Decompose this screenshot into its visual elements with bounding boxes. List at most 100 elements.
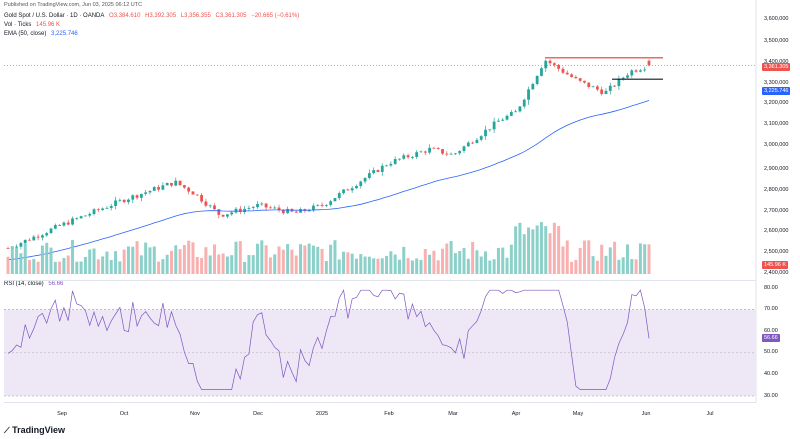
volume-bar (458, 250, 462, 274)
candle-body (53, 225, 57, 229)
tradingview-wordmark: TradingView (12, 425, 65, 435)
volume-bar (200, 258, 204, 274)
candle-body (307, 210, 311, 212)
candle-body (471, 142, 475, 144)
candle-body (187, 187, 191, 192)
candle-body (152, 187, 156, 191)
volume-bar (376, 258, 380, 274)
volume-bar (316, 246, 320, 274)
candle-body (144, 192, 148, 194)
candle-body (544, 60, 548, 69)
volume-bar (290, 249, 294, 274)
candle-body (247, 207, 251, 209)
candle-body (329, 201, 333, 205)
candle-body (251, 207, 255, 208)
volume-bar (514, 226, 518, 274)
candle-body (118, 199, 122, 201)
candle-body (402, 155, 406, 159)
candle-body (264, 203, 268, 208)
volume-bar (157, 261, 161, 274)
candle-body (514, 111, 518, 113)
candle-body (445, 153, 449, 155)
candle-body (281, 210, 285, 214)
price-tick: 2,900,000 (764, 166, 789, 172)
volume-bar (161, 259, 165, 274)
candle-body (191, 191, 195, 195)
candle-body (58, 225, 62, 226)
ohlc-low: L3,356.355 (180, 13, 211, 19)
volume-bar (393, 254, 397, 274)
volume-bar (268, 257, 272, 274)
volume-bar (294, 255, 298, 274)
candle-body (492, 121, 496, 130)
symbol-title: Gold Spot / U.S. Dollar · 1D · OANDA (4, 13, 105, 19)
volume-bar (406, 258, 410, 274)
volume-bar (471, 241, 475, 274)
rsi-legend[interactable]: RSI (14, close) 56.66 (4, 281, 66, 288)
price-tick: 2,800,000 (764, 187, 789, 193)
candle-body (406, 155, 410, 158)
volume-bar (578, 247, 582, 274)
candle-body (208, 205, 212, 207)
candle-body (122, 199, 126, 203)
candle-body (312, 205, 315, 211)
volume-bar (527, 227, 531, 274)
candle-body (299, 209, 302, 213)
ohlc-change: −20.665 (−0.61%) (251, 13, 300, 19)
volume-bar (260, 240, 264, 274)
candle-body (32, 236, 36, 241)
candle-body (428, 147, 431, 153)
volume-bar (320, 248, 324, 274)
time-tick: 2025 (315, 411, 329, 417)
volume-bar (105, 251, 109, 274)
volume-bar (389, 251, 393, 274)
candle-body (139, 193, 143, 198)
volume-bar (148, 247, 152, 274)
volume-bar (66, 255, 70, 274)
time-tick: Jul (706, 411, 714, 417)
price-tick: 3,300,000 (764, 80, 789, 86)
volume-legend[interactable]: Vol · Ticks 145.96 K (4, 22, 63, 29)
volume-bar (126, 246, 130, 274)
volume-bar (277, 246, 281, 274)
candle-body (415, 152, 419, 157)
volume-bar (174, 245, 178, 274)
candle-body (630, 70, 634, 76)
volume-bar (354, 258, 358, 274)
candle-body (363, 177, 367, 182)
candle-body (410, 156, 414, 158)
candle-body (621, 77, 625, 79)
volume-bar (402, 246, 406, 274)
ema-legend[interactable]: EMA (50, close) 3,225.746 (4, 31, 81, 38)
candle-body (346, 189, 350, 191)
candle-body (522, 99, 526, 107)
volume-bar (436, 260, 440, 274)
tradingview-logo[interactable]: ⟋ TradingView (4, 425, 65, 436)
volume-bar (488, 260, 492, 274)
volume-bar (342, 251, 346, 274)
ema-label: EMA (50, close) (4, 31, 47, 37)
tradingview-logo-icon: ⟋ (4, 426, 10, 435)
volume-bar (19, 253, 23, 274)
volume-bar (647, 244, 651, 274)
volume-bar (204, 247, 208, 274)
candle-body (79, 216, 83, 219)
volume-bar (634, 259, 638, 274)
time-tick: Mar (448, 411, 458, 417)
volume-bar (415, 258, 419, 274)
volume-value: 145.96 K (36, 22, 61, 28)
symbol-legend[interactable]: Gold Spot / U.S. Dollar · 1D · OANDA O3,… (4, 13, 302, 20)
ohlc-close: C3,361.305 (215, 13, 247, 19)
volume-bar (144, 242, 148, 274)
volume-bar (230, 255, 234, 274)
rsi-tick: 40.00 (764, 371, 778, 377)
candle-body (578, 78, 582, 81)
volume-bar (273, 254, 277, 274)
volume-bar (548, 233, 552, 274)
candle-body (475, 139, 479, 144)
candle-body (484, 129, 487, 137)
candle-body (273, 207, 277, 209)
pane-separator (4, 402, 756, 403)
volume-bar (479, 256, 483, 274)
